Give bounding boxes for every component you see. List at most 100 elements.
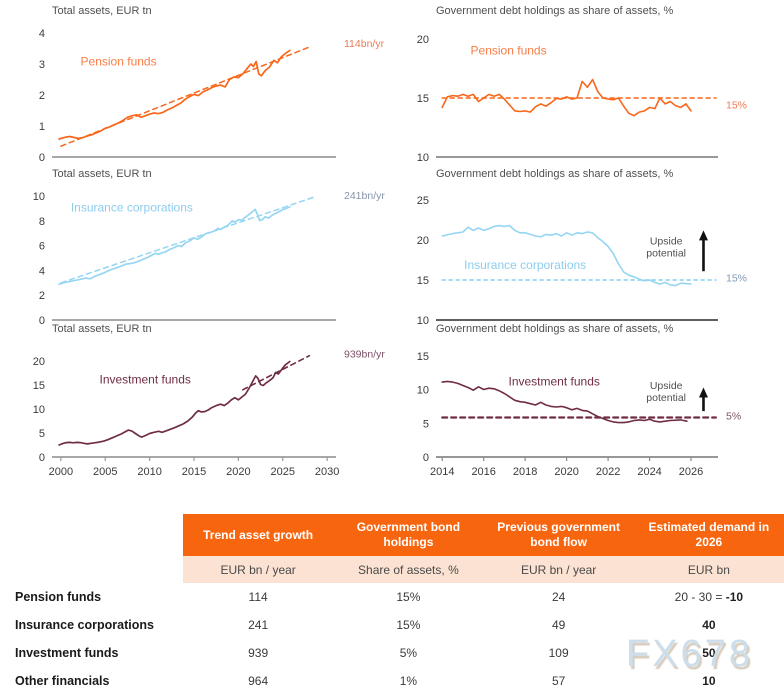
x-tick-label: 2000 xyxy=(49,466,73,478)
y-tick-label: 2 xyxy=(39,290,45,302)
table-cell: 24 xyxy=(551,590,566,604)
table-cell: 10 xyxy=(634,667,784,693)
y-tick-label: 5 xyxy=(39,428,45,440)
annotation-label: 114bn/yr xyxy=(344,38,385,50)
y-tick-label: 0 xyxy=(39,315,45,327)
y-tick-label: 10 xyxy=(417,315,429,327)
chart-title: Total assets, EUR tn xyxy=(52,168,152,180)
investment-assets-chart: 0 5 10 15 20 2000 2005 2010 2015 2020 2025 2030 Inve… xyxy=(33,348,386,478)
y-tick-label: 0 xyxy=(39,152,45,164)
series-line-dashed xyxy=(242,354,311,391)
y-tick-label: 10 xyxy=(33,191,45,203)
chart-pension-assets: Total assets, EUR tn 0 1 2 3 4 Pension funds 1… xyxy=(8,4,392,167)
table-cell: 1% xyxy=(399,674,418,688)
x-tick-label: 2030 xyxy=(315,466,339,478)
table-cell: 40 xyxy=(634,611,784,639)
row-label: Insurance corporations xyxy=(15,618,154,632)
y-tick-label: 20 xyxy=(417,235,429,247)
table-cell: 15% xyxy=(396,618,421,632)
table-cell: 50 xyxy=(634,639,784,667)
insurance-assets-chart: 0 2 4 6 8 10 Insurance corporations 241bn/yr xyxy=(33,190,386,327)
y-tick-label: 25 xyxy=(417,195,429,207)
series-label: Insurance corporations xyxy=(464,258,586,272)
chart-title: Total assets, EUR tn xyxy=(52,323,152,335)
table-cell: 57 xyxy=(551,674,566,688)
y-tick-label: 8 xyxy=(39,216,45,228)
demand-prefix: 20 - 30 = xyxy=(674,590,726,604)
pension-assets-chart: 0 1 2 3 4 Pension funds 114bn/yr xyxy=(39,28,385,164)
x-tick-label: 2014 xyxy=(430,466,454,478)
demand-value: -10 xyxy=(725,590,744,604)
table-cell: 109 xyxy=(548,646,569,660)
pension-share-chart: 10 15 20 Pension funds 15% xyxy=(417,34,747,164)
annotation-label: 15% xyxy=(726,100,747,112)
investment-share-chart: 0 5 10 15 2014 2016 2018 2020 2022 2024 2026 Invest… xyxy=(417,351,741,478)
x-tick-label: 2016 xyxy=(471,466,495,478)
column-header: Previous government bond flow xyxy=(483,514,634,556)
table-cell: 114 xyxy=(248,590,268,604)
table-cell: 5% xyxy=(399,646,418,660)
x-tick-label: 2022 xyxy=(596,466,620,478)
chart-insurance-share: Government debt holdings as share of ass… xyxy=(390,167,778,330)
y-tick-label: 15 xyxy=(417,351,429,363)
x-tick-label: 2010 xyxy=(137,466,161,478)
column-header: Estimated demand in 2026 xyxy=(633,514,784,556)
chart-insurance-assets: Total assets, EUR tn 0 2 4 6 8 10 Insurance co… xyxy=(8,167,392,330)
column-header: Trend asset growth xyxy=(183,514,334,556)
series-label: Pension funds xyxy=(81,55,157,69)
table-corner-cell xyxy=(0,556,183,583)
column-unit: Share of assets, % xyxy=(333,556,484,583)
chart-title: Total assets, EUR tn xyxy=(52,5,152,17)
x-tick-label: 2015 xyxy=(182,466,206,478)
series-label: Investment funds xyxy=(99,373,190,387)
series-label: Investment funds xyxy=(508,374,599,388)
chart-title: Government debt holdings as share of ass… xyxy=(436,5,674,17)
x-tick-label: 2026 xyxy=(679,466,703,478)
table-cell: 49 xyxy=(551,618,566,632)
x-tick-label: 2020 xyxy=(554,466,578,478)
demand-value: 10 xyxy=(702,674,716,688)
column-unit: EUR bn xyxy=(633,556,784,583)
y-tick-label: 15 xyxy=(33,380,45,392)
column-header: Government bond holdings xyxy=(333,514,484,556)
series-label: Pension funds xyxy=(471,43,547,57)
y-tick-label: 10 xyxy=(417,152,429,164)
chart-pension-share: Government debt holdings as share of ass… xyxy=(390,4,778,167)
series-line-solid xyxy=(58,49,291,140)
x-tick-label: 2005 xyxy=(93,466,117,478)
x-tick-label: 2025 xyxy=(271,466,295,478)
y-tick-label: 0 xyxy=(39,452,45,464)
y-tick-label: 10 xyxy=(33,404,45,416)
table-cell: 20 - 30 = -10 xyxy=(634,583,784,611)
series-line-solid xyxy=(58,360,291,446)
series-label: Insurance corporations xyxy=(71,201,193,215)
chart-investment-share: Government debt holdings as share of ass… xyxy=(390,322,778,489)
x-tick-label: 2024 xyxy=(637,466,661,478)
row-label: Other financials xyxy=(15,674,110,688)
y-tick-label: 15 xyxy=(417,275,429,287)
row-label: Investment funds xyxy=(15,646,119,660)
annotation-label: 939bn/yr xyxy=(344,348,385,360)
column-unit: EUR bn / year xyxy=(183,556,334,583)
table-corner-cell xyxy=(0,514,183,556)
series-line-solid xyxy=(441,380,688,424)
y-tick-label: 3 xyxy=(39,59,45,71)
series-line-solid xyxy=(58,206,291,286)
series-line-dashed xyxy=(60,196,315,284)
x-tick-label: 2020 xyxy=(226,466,250,478)
y-tick-label: 2 xyxy=(39,90,45,102)
upside-potential-label: potential xyxy=(646,248,686,260)
y-tick-label: 4 xyxy=(39,265,45,277)
chart-title: Government debt holdings as share of ass… xyxy=(436,323,674,335)
upside-potential-label: Upside xyxy=(650,380,683,392)
annotation-label: 5% xyxy=(726,411,741,423)
table-cell: 15% xyxy=(396,590,421,604)
table-cell: 964 xyxy=(248,674,269,688)
y-tick-label: 0 xyxy=(423,452,429,464)
y-tick-label: 20 xyxy=(33,356,45,368)
demand-value: 50 xyxy=(702,646,716,660)
demand-value: 40 xyxy=(702,618,716,632)
y-tick-label: 1 xyxy=(39,121,45,133)
upside-potential-label: Upside xyxy=(650,236,683,248)
